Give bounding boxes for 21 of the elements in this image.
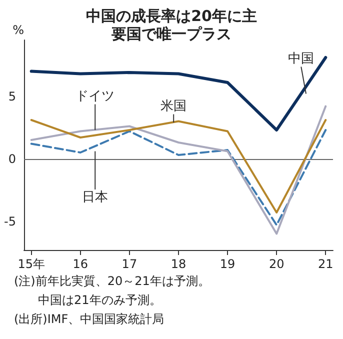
text: 中国は21年のみ予測。 bbox=[38, 293, 162, 307]
line-series bbox=[30, 129, 327, 226]
series-label: ドイツ bbox=[76, 88, 115, 104]
y-axis-title: % bbox=[12, 23, 24, 37]
chart-title: 中国の成長率は20年に主要国で唯一プラス bbox=[86, 7, 257, 43]
x-tick-label: 17 bbox=[122, 257, 138, 271]
y-tick-label: 5 bbox=[8, 89, 16, 104]
x-tick-label: 15年 bbox=[18, 257, 45, 271]
series-label: 米国 bbox=[160, 98, 187, 114]
y-tick-label: -5 bbox=[4, 214, 16, 228]
text: 日本 bbox=[82, 190, 108, 205]
line-series bbox=[30, 119, 327, 214]
y-tick-label: 0 bbox=[8, 152, 16, 166]
text: (出所)IMF、中国国家統計局 bbox=[14, 312, 164, 326]
x-tick-label: 16 bbox=[72, 257, 88, 271]
text: (注)前年比実質、20～21年は予測。 bbox=[14, 274, 210, 288]
x-tick-label: 21 bbox=[318, 257, 334, 271]
x-tick-label: 19 bbox=[220, 257, 236, 271]
series-label: 中国 bbox=[288, 51, 314, 66]
x-tick-label: 20 bbox=[268, 257, 284, 271]
x-tick-label: 18 bbox=[170, 257, 186, 271]
